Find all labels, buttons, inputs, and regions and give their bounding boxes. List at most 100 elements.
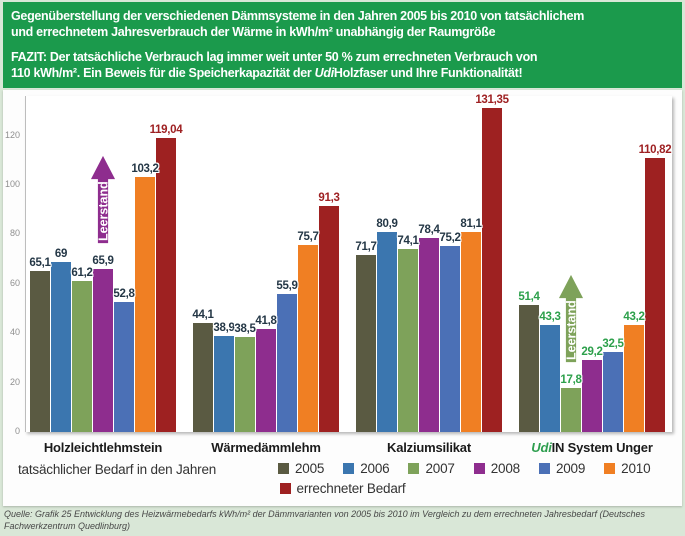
bar-value-label: 78,4 — [418, 224, 440, 236]
arrow-up-icon: Leerstand — [556, 271, 586, 364]
fazit-line2-pre: 110 kWh/m². Ein Beweis für die Speicherk… — [11, 66, 315, 80]
category-label-udiin-system-unger: UdiIN System Unger — [531, 440, 653, 455]
bar-2009-holzleichtlehmstein: 52,8 — [113, 288, 135, 432]
bar-value-label: 38,5 — [234, 323, 256, 335]
bar-value-label: 81,1 — [460, 218, 482, 230]
svg-text:Leerstand: Leerstand — [97, 181, 111, 241]
bar-2007-wärmedämmlehm: 38,5 — [234, 323, 256, 432]
legend-calculated-row: errechneter Bedarf — [3, 481, 682, 496]
fazit-line1: FAZIT: Der tatsächliche Verbrauch lag im… — [11, 50, 538, 64]
y-tick-80: 80 — [9, 228, 20, 238]
legend-item-errechneter-bedarf: errechneter Bedarf — [279, 481, 406, 496]
bar-2010-udiin-system-unger: 43,2 — [623, 311, 645, 432]
bar-value-label: 29,2 — [581, 346, 603, 358]
bar-2007-kalziumsilikat: 74,1 — [397, 235, 419, 432]
bar-2007-udiin-system-unger: 17,8 — [560, 374, 582, 432]
legend-item-2009: 2009 — [538, 461, 586, 476]
legend-item-2010: 2010 — [604, 461, 651, 476]
bar-value-label: 38,9 — [213, 322, 235, 334]
bar-value-label: 61,2 — [71, 267, 93, 279]
y-tick-100: 100 — [4, 179, 20, 189]
bar-value-label: 65,9 — [92, 255, 114, 267]
bar-2005-wärmedämmlehm: 44,1 — [192, 309, 214, 432]
leerstand-annotation: Leerstand — [556, 271, 586, 364]
svg-text:Leerstand: Leerstand — [565, 300, 579, 360]
legend-label: 2009 — [555, 461, 586, 476]
bar-group-kalziumsilikat: 71,7 80,9 74,1 78,4 75,2 81,1 131,35 Kalziumsil… — [355, 94, 509, 455]
y-tick-20: 20 — [9, 377, 20, 387]
leerstand-annotation: Leerstand — [88, 152, 118, 245]
bar-2008-udiin-system-unger: 29,2 — [581, 346, 603, 432]
legend-label: 2005 — [295, 461, 325, 476]
bar-value-label: 75,7 — [297, 231, 319, 243]
plot-area: 65,1 69 61,2 65,9 52,8 103,2 119,04 Holzleichtl… — [25, 94, 672, 455]
bar-errechneter-bedarf-kalziumsilikat: 131,35 — [475, 94, 509, 432]
bar-value-label: 131,35 — [475, 94, 509, 106]
bar-2006-udiin-system-unger: 43,3 — [539, 311, 561, 432]
bar-value-label: 44,1 — [192, 309, 214, 321]
bar-value-label: 103,2 — [131, 163, 159, 175]
bar-2006-holzleichtlehmstein: 69 — [51, 248, 71, 432]
bar-group-wärmedämmlehm: 44,1 38,9 38,5 41,8 55,9 75,7 91,3 Wärmedämmleh… — [192, 192, 339, 455]
bar-value-label: 91,3 — [318, 192, 340, 204]
bar-value-label: 75,2 — [439, 232, 461, 244]
fazit-line2: 110 kWh/m². Ein Beweis für die Speicherk… — [11, 65, 674, 81]
bar-2008-wärmedämmlehm: 41,8 — [255, 315, 277, 432]
udi-brand-italic: Udi — [314, 66, 335, 80]
legend-swatch-2006 — [343, 463, 355, 474]
bar-value-label: 119,04 — [149, 124, 183, 136]
bar-2009-udiin-system-unger: 32,5 — [602, 338, 624, 432]
legend-label: 2008 — [490, 461, 520, 476]
category-label-holzleichtlehmstein: Holzleichtlehmstein — [43, 440, 163, 455]
y-tick-40: 40 — [9, 327, 20, 337]
header-title-line1: Gegenüberstellung der verschiedenen Dämm… — [11, 9, 585, 23]
legend-swatch-2007 — [408, 463, 420, 474]
legend-title: tatsächlicher Bedarf in den Jahren — [18, 462, 217, 477]
bar-errechneter-bedarf-udiin-system-unger: 110,82 — [639, 144, 672, 432]
legend-label: 2010 — [621, 461, 651, 476]
category-label-wärmedämmlehm: Wärmedämmlehm — [211, 440, 321, 455]
y-tick-0: 0 — [14, 426, 20, 436]
bar-value-label: 43,3 — [539, 311, 561, 323]
bar-value-label: 17,8 — [560, 374, 582, 386]
header-banner: Gegenüberstellung der verschiedenen Dämm… — [3, 2, 682, 88]
y-axis: 0 20 40 60 80 100 120 — [3, 90, 23, 440]
bar-value-label: 110,82 — [638, 144, 672, 156]
arrow-up-icon: Leerstand — [88, 152, 118, 245]
category-label-kalziumsilikat: Kalziumsilikat — [387, 440, 471, 455]
bar-value-label: 41,8 — [255, 315, 277, 327]
bar-2008-holzleichtlehmstein: 65,9 — [92, 255, 114, 432]
bar-2009-kalziumsilikat: 75,2 — [439, 232, 461, 432]
bar-value-label: 55,9 — [276, 280, 298, 292]
legend-item-2008: 2008 — [473, 461, 520, 476]
legend-swatch-errechneter-bedarf — [279, 483, 291, 494]
bar-value-label: 71,7 — [355, 241, 377, 253]
header-title-line2: und errechnetem Jahresverbrauch der Wärm… — [11, 25, 496, 39]
bar-value-label: 69 — [54, 248, 68, 260]
legend-label: 2007 — [425, 461, 455, 476]
legend-swatch-2009 — [538, 463, 550, 474]
bar-2010-kalziumsilikat: 81,1 — [460, 218, 482, 432]
legend-swatch-2008 — [473, 463, 485, 474]
legend-swatch-2005 — [278, 463, 289, 474]
bar-value-label: 51,4 — [518, 291, 540, 303]
udi-brand-prefix: Udi — [531, 440, 552, 455]
legend-label: 2006 — [360, 461, 390, 476]
bar-errechneter-bedarf-holzleichtlehmstein: 119,04 — [150, 124, 183, 432]
source-note: Quelle: Grafik 25 Entwicklung des Heizwä… — [4, 509, 681, 532]
bar-group-holzleichtlehmstein: 65,1 69 61,2 65,9 52,8 103,2 119,04 Holzleichtl… — [29, 124, 183, 455]
bar-value-label: 74,1 — [397, 235, 419, 247]
bar-value-label: 52,8 — [113, 288, 135, 300]
bar-value-label: 80,9 — [376, 218, 398, 230]
bar-group-udiin-system-unger: 51,4 43,3 17,8 29,2 32,5 43,2 110,82 UdiIN Syst… — [518, 144, 672, 455]
bar-2007-holzleichtlehmstein: 61,2 — [71, 267, 93, 432]
legend-item-2005: 2005 — [278, 461, 324, 476]
source-text: Quelle: Grafik 25 Entwicklung des Heizwä… — [4, 509, 645, 531]
bar-2010-holzleichtlehmstein: 103,2 — [131, 163, 159, 432]
bar-2006-kalziumsilikat: 80,9 — [376, 218, 398, 432]
bar-2005-kalziumsilikat: 71,7 — [355, 241, 377, 432]
y-tick-120: 120 — [4, 130, 20, 140]
y-tick-60: 60 — [9, 278, 20, 288]
legend-label: errechneter Bedarf — [296, 481, 406, 496]
